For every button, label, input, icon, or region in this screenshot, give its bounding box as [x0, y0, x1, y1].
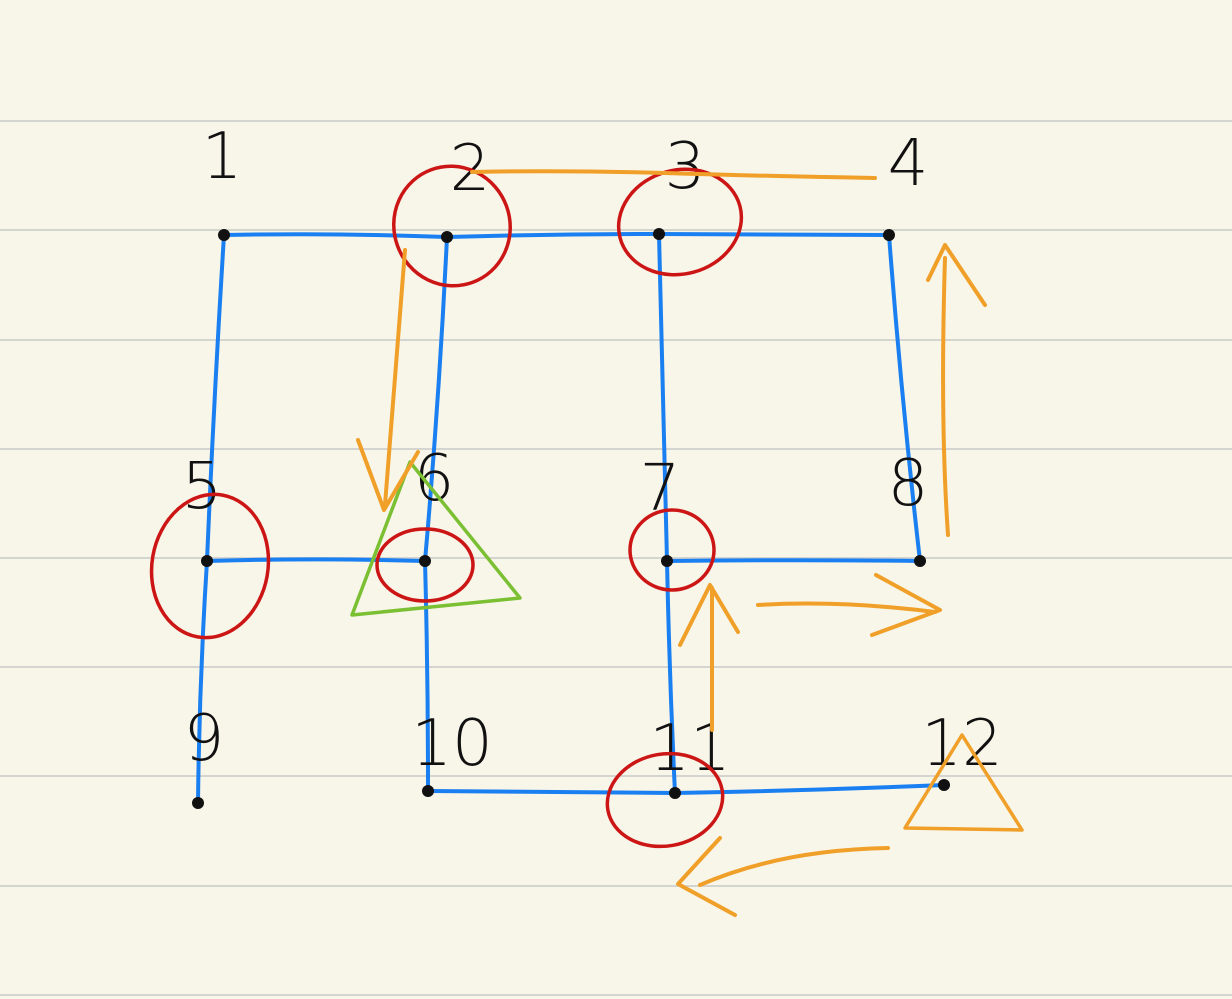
- node-label-5: 5: [182, 450, 223, 524]
- node-labels: 1 2 3 45 6 7 89 10 11 12: [182, 120, 1003, 786]
- arrow-head: [678, 583, 740, 647]
- arrow-12-to-11: [676, 836, 890, 917]
- node-8: [914, 555, 926, 567]
- node-label-11: 11: [649, 712, 730, 786]
- arrow-shaft: [698, 846, 890, 887]
- node-label-6: 6: [414, 442, 455, 516]
- circle-mark-node-11: [605, 751, 725, 849]
- node-label-8: 8: [888, 447, 929, 521]
- node-label-3: 3: [665, 130, 706, 204]
- node-1: [218, 229, 230, 241]
- arrow-2-to-6: [356, 248, 420, 512]
- graph-nodes: [192, 228, 950, 809]
- circle-mark-node-6: [375, 527, 475, 603]
- triangle-mark-node-6: [350, 460, 522, 617]
- triangle-marks: [350, 460, 1024, 832]
- node-label-10: 10: [411, 707, 492, 781]
- arrow-head: [926, 243, 987, 307]
- edge-5-6: [205, 557, 427, 563]
- ruled-lines: [0, 120, 1232, 996]
- circle-mark-node-2: [392, 164, 512, 288]
- node-label-1: 1: [202, 120, 243, 194]
- arrow-shaft: [470, 169, 877, 180]
- circle-mark-node-7: [628, 508, 716, 592]
- arrow-head: [870, 573, 942, 637]
- arrow-7-to-8: [756, 573, 942, 637]
- arrow-4-to-2: [470, 169, 877, 180]
- edge-3-4: [657, 232, 891, 237]
- node-12: [938, 779, 950, 791]
- node-2: [441, 231, 453, 243]
- graph-edges: [196, 231, 946, 805]
- node-label-4: 4: [888, 127, 929, 201]
- edge-10-11: [426, 789, 677, 795]
- node-4: [883, 229, 895, 241]
- edge-2-3: [445, 231, 661, 239]
- node-5: [201, 555, 213, 567]
- triangle-mark-node-12: [903, 733, 1024, 832]
- edge-2-6: [423, 235, 449, 563]
- node-label-9: 9: [184, 702, 225, 776]
- arrow-11-to-7: [678, 583, 740, 732]
- circle-mark-node-5: [149, 492, 271, 640]
- edge-1-5: [205, 233, 226, 563]
- node-label-7: 7: [640, 452, 681, 526]
- node-6: [419, 555, 431, 567]
- node-9: [192, 797, 204, 809]
- node-label-12: 12: [921, 707, 1002, 781]
- node-11: [669, 787, 681, 799]
- arrow-shaft: [756, 601, 937, 614]
- node-3: [653, 228, 665, 240]
- arrow-shaft: [383, 248, 407, 507]
- edge-6-10: [423, 559, 431, 793]
- edge-4-8: [887, 233, 922, 563]
- edge-11-12: [673, 783, 946, 795]
- edge-5-9: [196, 559, 209, 805]
- arrow-head: [356, 438, 420, 512]
- node-7: [661, 555, 673, 567]
- arrow-shaft: [941, 256, 950, 537]
- path-arrows: [356, 169, 987, 917]
- edge-1-2: [222, 232, 449, 239]
- edge-3-7: [657, 232, 669, 563]
- arrow-head: [676, 836, 737, 917]
- node-10: [422, 785, 434, 797]
- edge-7-8: [665, 558, 922, 563]
- arrow-8-to-4: [926, 243, 987, 537]
